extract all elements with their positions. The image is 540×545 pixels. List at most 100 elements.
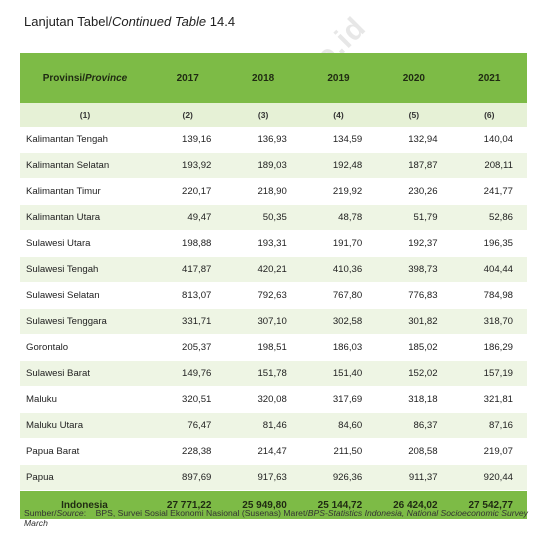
cell-value: 784,98 bbox=[451, 282, 527, 309]
province-name: Sulawesi Barat bbox=[20, 360, 150, 387]
caption-prefix: Lanjutan Tabel/ bbox=[24, 14, 112, 29]
total-value: 26 424,02 bbox=[376, 490, 452, 519]
cell-value: 136,93 bbox=[225, 127, 301, 153]
cell-value: 208,58 bbox=[376, 438, 452, 465]
total-value: 25 144,72 bbox=[300, 490, 377, 519]
cell-value: 420,21 bbox=[225, 256, 301, 283]
cell-value: 301,82 bbox=[376, 308, 452, 335]
cell-value: 205,37 bbox=[150, 334, 226, 361]
header-row: Provinsi/Province 2017 2018 2019 2020 20… bbox=[20, 53, 527, 103]
column-number: (3) bbox=[225, 103, 301, 127]
total-value: 25 949,80 bbox=[225, 490, 301, 519]
table-row: Kalimantan Selatan 193,92 189,03 192,48 187,… bbox=[20, 152, 527, 179]
cell-value: 228,38 bbox=[150, 438, 226, 465]
cell-value: 417,87 bbox=[150, 256, 226, 283]
cell-value: 157,19 bbox=[451, 360, 527, 387]
cell-value: 186,29 bbox=[451, 334, 527, 361]
cell-value: 219,07 bbox=[451, 438, 527, 465]
cell-value: 219,92 bbox=[300, 178, 377, 205]
cell-value: 897,69 bbox=[150, 464, 226, 491]
cell-value: 198,88 bbox=[150, 230, 226, 257]
cell-value: 52,86 bbox=[451, 204, 527, 231]
cell-value: 320,51 bbox=[150, 386, 226, 413]
table-row: Sulawesi Utara 198,88 193,31 191,70 192,37 19… bbox=[20, 230, 527, 257]
table-row: Kalimantan Timur 220,17 218,90 219,92 230,26… bbox=[20, 178, 527, 205]
cell-value: 50,35 bbox=[225, 204, 301, 231]
table-row: Sulawesi Barat 149,76 151,78 151,40 152,02 15… bbox=[20, 360, 527, 387]
column-number: (1) bbox=[20, 103, 150, 127]
cell-value: 320,08 bbox=[225, 386, 301, 413]
table-row: Sulawesi Selatan 813,07 792,63 767,80 776,83… bbox=[20, 282, 527, 309]
cell-value: 214,47 bbox=[225, 438, 301, 465]
table-row: Kalimantan Utara 49,47 50,35 48,78 51,79 52,8… bbox=[20, 204, 527, 231]
year-header: 2020 bbox=[376, 53, 452, 103]
table-row: Maluku 320,51 320,08 317,69 318,18 321,81 bbox=[20, 386, 527, 413]
year-header: 2019 bbox=[300, 53, 377, 103]
cell-value: 318,70 bbox=[451, 308, 527, 335]
cell-value: 140,04 bbox=[451, 127, 527, 153]
source-note: Sumber/Source: BPS, Survei Sosial Ekonom… bbox=[24, 508, 528, 528]
province-name: Sulawesi Tenggara bbox=[20, 308, 150, 335]
table-row: Kalimantan Tengah 139,16 136,93 134,59 132,9… bbox=[20, 127, 527, 153]
cell-value: 208,11 bbox=[451, 152, 527, 179]
province-name: Sulawesi Utara bbox=[20, 230, 150, 257]
column-number-row: (1) (2) (3) (4) (5) (6) bbox=[20, 103, 527, 127]
cell-value: 302,58 bbox=[300, 308, 377, 335]
cell-value: 139,16 bbox=[150, 127, 226, 153]
cell-value: 410,36 bbox=[300, 256, 377, 283]
cell-value: 186,03 bbox=[300, 334, 377, 361]
cell-value: 51,79 bbox=[376, 204, 452, 231]
table-row: Papua 897,69 917,63 926,36 911,37 920,44 bbox=[20, 464, 527, 491]
cell-value: 191,70 bbox=[300, 230, 377, 257]
province-name: Maluku Utara bbox=[20, 412, 150, 439]
cell-value: 193,92 bbox=[150, 152, 226, 179]
column-number: (2) bbox=[150, 103, 226, 127]
cell-value: 792,63 bbox=[225, 282, 301, 309]
cell-value: 151,40 bbox=[300, 360, 377, 387]
cell-value: 185,02 bbox=[376, 334, 452, 361]
cell-value: 149,76 bbox=[150, 360, 226, 387]
province-name: Sulawesi Tengah bbox=[20, 256, 150, 283]
table-caption: Lanjutan Tabel/Continued Table 14.4 bbox=[24, 14, 235, 29]
total-label: Indonesia bbox=[20, 490, 150, 519]
cell-value: 81,46 bbox=[225, 412, 301, 439]
cell-value: 404,44 bbox=[451, 256, 527, 283]
cell-value: 151,78 bbox=[225, 360, 301, 387]
province-name: Papua bbox=[20, 464, 150, 491]
cell-value: 813,07 bbox=[150, 282, 226, 309]
cell-value: 132,94 bbox=[376, 127, 452, 153]
cell-value: 917,63 bbox=[225, 464, 301, 491]
cell-value: 317,69 bbox=[300, 386, 377, 413]
cell-value: 776,83 bbox=[376, 282, 452, 309]
table-row: Maluku Utara 76,47 81,46 84,60 86,37 87,16 bbox=[20, 412, 527, 439]
cell-value: 211,50 bbox=[300, 438, 377, 465]
cell-value: 307,10 bbox=[225, 308, 301, 335]
table-row: Gorontalo 205,37 198,51 186,03 185,02 186,29 bbox=[20, 334, 527, 361]
cell-value: 241,77 bbox=[451, 178, 527, 205]
cell-value: 198,51 bbox=[225, 334, 301, 361]
cell-value: 86,37 bbox=[376, 412, 452, 439]
province-name: Kalimantan Timur bbox=[20, 178, 150, 205]
cell-value: 230,26 bbox=[376, 178, 452, 205]
total-row: Indonesia 27 771,22 25 949,80 25 144,72 … bbox=[20, 490, 527, 519]
province-name: Kalimantan Tengah bbox=[20, 127, 150, 153]
province-header: Provinsi/Province bbox=[20, 53, 150, 103]
cell-value: 218,90 bbox=[225, 178, 301, 205]
cell-value: 398,73 bbox=[376, 256, 452, 283]
cell-value: 193,31 bbox=[225, 230, 301, 257]
data-table: Provinsi/Province 2017 2018 2019 2020 20… bbox=[20, 53, 527, 519]
table-row: Papua Barat 228,38 214,47 211,50 208,58 219,0… bbox=[20, 438, 527, 465]
column-number: (4) bbox=[300, 103, 377, 127]
cell-value: 192,37 bbox=[376, 230, 452, 257]
cell-value: 220,17 bbox=[150, 178, 226, 205]
province-name: Maluku bbox=[20, 386, 150, 413]
province-name: Gorontalo bbox=[20, 334, 150, 361]
column-number: (5) bbox=[376, 103, 452, 127]
cell-value: 331,71 bbox=[150, 308, 226, 335]
province-name: Sulawesi Selatan bbox=[20, 282, 150, 309]
cell-value: 189,03 bbox=[225, 152, 301, 179]
caption-italic: Continued Table bbox=[111, 14, 207, 29]
cell-value: 926,36 bbox=[300, 464, 377, 491]
cell-value: 76,47 bbox=[150, 412, 226, 439]
cell-value: 87,16 bbox=[451, 412, 527, 439]
